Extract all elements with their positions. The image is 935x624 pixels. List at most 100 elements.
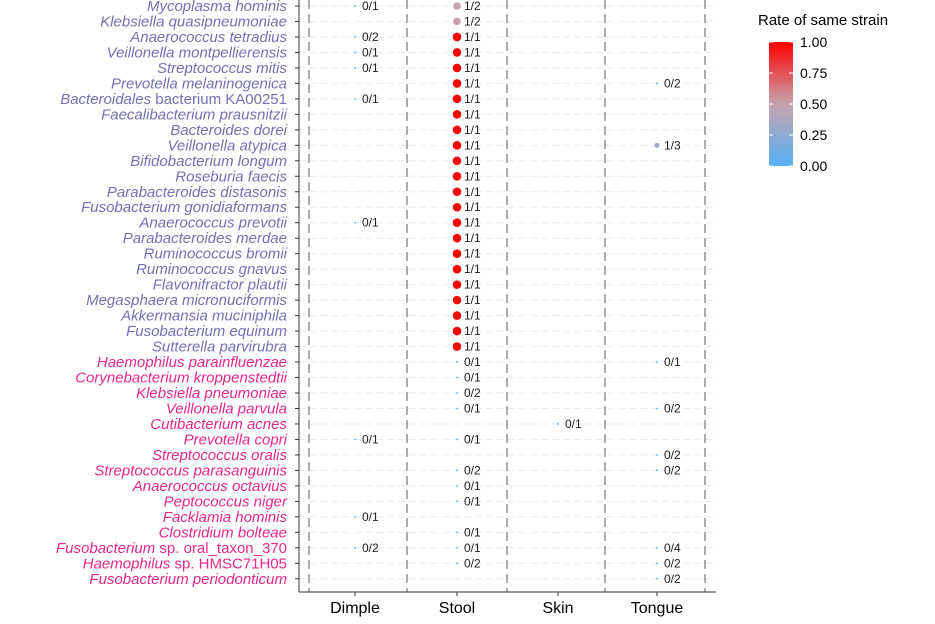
species-label: Haemophilus sp. HMSC71H05 <box>83 555 287 572</box>
count-label: 1/1 <box>464 309 481 323</box>
data-point <box>456 484 458 487</box>
data-point <box>354 97 356 100</box>
data-point <box>452 79 462 88</box>
data-point <box>456 407 458 410</box>
data-point <box>354 51 356 54</box>
count-label: 0/2 <box>664 76 681 90</box>
count-label: 1/2 <box>464 0 481 13</box>
species-label: Flavonifractor plautii <box>153 277 288 294</box>
species-label: Akkermansia muciniphila <box>120 308 287 325</box>
species-label: Cutibacterium acnes <box>150 416 287 433</box>
count-label: 0/1 <box>464 479 481 493</box>
data-point <box>456 392 458 394</box>
count-label: 0/1 <box>362 0 379 13</box>
x-tick-label: Dimple <box>330 600 380 617</box>
species-label: Bacteroidales bacterium KA00251 <box>60 91 287 108</box>
data-point <box>456 562 458 565</box>
count-label: 0/2 <box>664 556 681 570</box>
x-tick-label: Tongue <box>631 600 684 617</box>
count-label: 0/2 <box>464 556 481 570</box>
species-label: Klebsiella quasipneumoniae <box>100 13 287 30</box>
count-label: 0/1 <box>362 45 379 59</box>
count-label: 0/1 <box>464 371 481 385</box>
data-point <box>452 342 462 351</box>
count-label: 1/1 <box>464 138 481 152</box>
count-label: 0/2 <box>664 401 681 415</box>
species-label: Roseburia faecis <box>175 168 287 185</box>
count-label: 0/1 <box>464 401 481 415</box>
species-label: Faecalibacterium prausnitzii <box>101 106 288 123</box>
species-label: Bacteroides dorei <box>170 122 287 139</box>
data-point <box>354 5 356 7</box>
species-label: Streptococcus parasanguinis <box>94 462 287 479</box>
species-label: Veillonella atypica <box>167 137 287 154</box>
data-point <box>452 202 462 212</box>
count-label: 0/1 <box>362 510 379 524</box>
grid-lines <box>299 5 716 580</box>
count-label: 1/1 <box>464 231 481 245</box>
species-label: Veillonella parvula <box>166 400 287 417</box>
data-point <box>656 407 658 410</box>
species-label: Fusobacterium sp. oral_taxon_370 <box>56 540 287 557</box>
species-label: Facklamia hominis <box>163 509 288 526</box>
data-point <box>354 221 356 224</box>
species-label: Veillonella montpellierensis <box>107 44 288 61</box>
data-point <box>452 280 462 289</box>
count-label: 0/1 <box>464 541 481 555</box>
count-label: 1/1 <box>464 200 481 214</box>
count-labels: 0/1 1/21/20/2 1/10/1 1/10/1 1/11/1 0/20/1 1/11… <box>362 0 681 586</box>
count-label: 0/1 <box>362 216 379 230</box>
count-label: 0/2 <box>664 448 681 462</box>
count-label: 0/2 <box>464 386 481 400</box>
count-label: 0/1 <box>464 525 481 539</box>
legend-tick-label: 1.00 <box>800 34 827 50</box>
species-label: Prevotella melaninogenica <box>111 75 287 92</box>
legend-tick-label: 0.75 <box>800 65 827 81</box>
count-label: 1/1 <box>464 30 481 44</box>
species-label: Anaerococcus prevotii <box>138 215 287 232</box>
count-label: 0/2 <box>664 463 681 477</box>
data-point <box>656 577 658 580</box>
species-label: Mycoplasma hominis <box>147 0 288 15</box>
legend-tick-label: 0.00 <box>800 158 827 174</box>
data-point <box>452 171 462 181</box>
data-point <box>456 376 458 379</box>
count-label: 0/1 <box>362 432 379 446</box>
count-label: 1/3 <box>664 138 681 152</box>
data-point <box>656 361 658 363</box>
data-point <box>452 156 462 166</box>
count-label: 1/1 <box>464 247 481 261</box>
count-label: 1/1 <box>464 169 481 183</box>
data-point <box>354 546 356 549</box>
data-point <box>453 2 461 10</box>
data-point <box>452 295 462 305</box>
species-label: Parabacteroides distasonis <box>107 184 288 201</box>
species-label: Prevotella copri <box>184 431 288 448</box>
count-label: 0/1 <box>464 432 481 446</box>
x-tick-label: Stool <box>439 600 475 617</box>
data-point <box>654 142 660 148</box>
species-label: Fusobacterium gonidiaformans <box>81 199 287 216</box>
count-label: 0/1 <box>664 355 681 369</box>
data-point <box>452 311 462 320</box>
count-label: 0/2 <box>664 572 681 586</box>
data-point <box>456 500 458 503</box>
column-separators <box>308 0 706 592</box>
data-point <box>456 438 458 441</box>
data-point <box>456 531 458 534</box>
species-label: Streptococcus oralis <box>152 447 288 464</box>
count-label: 1/1 <box>464 185 481 199</box>
axes: Dimple Stool Skin Tongue <box>295 0 716 617</box>
species-label: Streptococcus mitis <box>157 60 288 77</box>
count-label: 1/1 <box>464 324 481 338</box>
species-label: Sutterella parvirubra <box>152 339 287 356</box>
data-point <box>656 562 658 565</box>
count-label: 1/1 <box>464 45 481 59</box>
species-label: Megasphaera micronuciformis <box>86 292 287 309</box>
data-point <box>354 36 356 38</box>
species-label: Klebsiella pneumoniae <box>136 385 287 402</box>
count-label: 1/1 <box>464 293 481 307</box>
count-label: 0/4 <box>664 541 681 555</box>
